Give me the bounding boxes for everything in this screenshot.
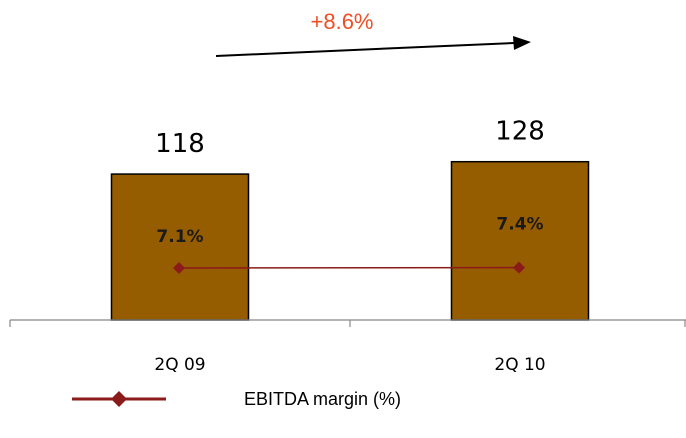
legend-marker-swatch [111, 391, 127, 407]
growth-arrow-shaft [215, 42, 515, 57]
margin-marker-0 [173, 262, 185, 274]
legend: EBITDA margin (%) [72, 389, 401, 409]
bar-1 [450, 160, 590, 321]
x-tick-label-1: 2Q 10 [494, 355, 545, 375]
bar-0 [110, 173, 250, 321]
bars-layer [110, 160, 590, 321]
labels-layer: 118 128 7.1% 7.4% [155, 117, 545, 247]
margin-data-label-0: 7.1% [156, 227, 203, 247]
margin-marker-1 [513, 261, 525, 274]
growth-label: +8.6% [311, 9, 374, 34]
margin-line-layer [173, 261, 525, 274]
margin-data-label-1: 7.4% [496, 215, 543, 235]
legend-label: EBITDA margin (%) [244, 389, 401, 409]
bar-value-label-1: 128 [495, 117, 545, 147]
bar-value-label-0: 118 [155, 129, 205, 159]
growth-annotation: +8.6% [215, 9, 531, 57]
x-axis: 2Q 09 2Q 10 [9, 319, 686, 375]
x-tick-label-0: 2Q 09 [154, 355, 205, 375]
growth-arrow-head [513, 36, 531, 50]
